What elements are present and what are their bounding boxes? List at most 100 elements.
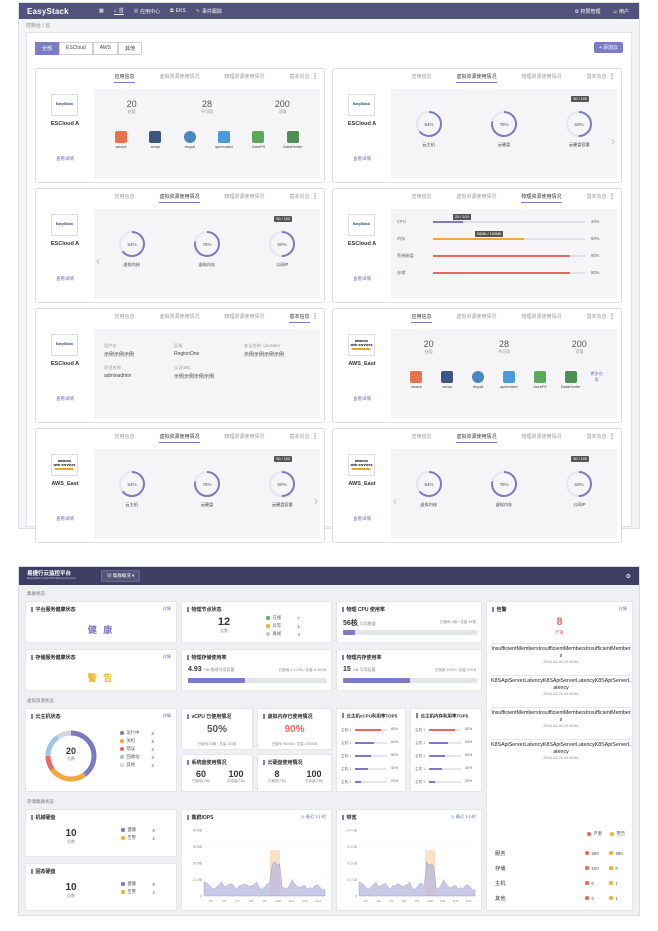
storage-health-status: 警 告 xyxy=(87,673,115,683)
bandwidth-range-select[interactable]: ◷ 最近 1小时 xyxy=(450,814,476,819)
app-item[interactable]: apmmaker xyxy=(212,131,236,149)
more-options-icon[interactable]: ⋮ xyxy=(609,314,615,320)
grid-icon[interactable]: ▦ xyxy=(99,8,104,14)
view-detail-link[interactable]: 查看详情 xyxy=(56,156,74,161)
app-item[interactable]: JuiceFS xyxy=(246,131,270,149)
card-tab[interactable]: 虚拟资源使用情况 xyxy=(456,73,497,83)
more-apps-link[interactable]: 更多应用 xyxy=(590,371,603,382)
card-tab[interactable]: 应用信息 xyxy=(114,73,135,83)
platform-detail-link[interactable]: 详情 xyxy=(162,606,171,611)
cloud-name: AWS_East xyxy=(348,361,376,367)
alarm-detail-link[interactable]: 详情 xyxy=(618,606,627,611)
alarm-item[interactable]: K8SApiServerLatencyK8SApiServerLatencyK8… xyxy=(491,678,631,697)
next-arrow-icon[interactable]: › xyxy=(611,134,615,148)
card-tab[interactable]: 应用信息 xyxy=(411,194,432,200)
card-tab[interactable]: 物理资源使用情况 xyxy=(521,74,562,80)
card-tab[interactable]: 物理资源使用情况 xyxy=(521,314,562,320)
app-item[interactable]: weave xyxy=(404,371,428,389)
app-item[interactable]: serau xyxy=(143,131,167,149)
view-detail-link[interactable]: 查看详情 xyxy=(56,396,74,401)
tab-all[interactable]: 全部 xyxy=(35,42,60,55)
settings-icon[interactable]: ⚙ xyxy=(625,573,631,580)
resource-gauge: 78% 虚拟内存 xyxy=(177,229,237,268)
card-tab[interactable]: 基本信息 xyxy=(289,74,310,80)
alarm-item[interactable]: InsufficientMembersInsufficientMembersIn… xyxy=(491,646,631,665)
card-tab[interactable]: 应用信息 xyxy=(411,313,432,323)
tab-aws[interactable]: AWS xyxy=(92,42,118,55)
cloud-disk-title: 云硬盘使用情况 xyxy=(263,759,303,766)
card-tab[interactable]: 虚拟资源使用情况 xyxy=(456,314,497,320)
app-item[interactable]: JuiceFS xyxy=(528,371,552,389)
physical-memory-title: 物理内存使用率 xyxy=(342,654,382,661)
vcpu-usage-title: vCPU 已使用情况 xyxy=(187,713,232,720)
vm-detail-link[interactable]: 详情 xyxy=(162,713,171,718)
app-item[interactable]: serau xyxy=(435,371,459,389)
card-tab[interactable]: 应用信息 xyxy=(411,74,432,80)
card-tab[interactable]: 基本信息 xyxy=(289,434,310,440)
more-options-icon[interactable]: ⋮ xyxy=(312,74,318,80)
card-tab[interactable]: 物理资源使用情况 xyxy=(224,194,265,200)
card-tab[interactable]: 虚拟资源使用情况 xyxy=(456,194,497,200)
physical-nodes-title: 物理节点状态 xyxy=(187,606,222,613)
card-tab[interactable]: 物理资源使用情况 xyxy=(521,193,562,203)
view-detail-link[interactable]: 查看详情 xyxy=(353,156,371,161)
card-tab[interactable]: 应用信息 xyxy=(114,434,135,440)
nav-home[interactable]: ⌂ 首 xyxy=(113,7,124,15)
app-item[interactable]: DataHunter xyxy=(281,131,305,149)
card-tab[interactable]: 虚拟资源使用情况 xyxy=(159,193,200,203)
card-tab[interactable]: 物理资源使用情况 xyxy=(224,74,265,80)
card-tab[interactable]: 基本信息 xyxy=(586,74,607,80)
view-detail-link[interactable]: 查看详情 xyxy=(353,516,371,521)
card-tab[interactable]: 基本信息 xyxy=(586,314,607,320)
app-item[interactable]: drupal xyxy=(466,371,490,389)
cloud-name: ESCloud A xyxy=(50,241,80,247)
card-tab[interactable]: 基本信息 xyxy=(586,194,607,200)
tab-other[interactable]: 其他 xyxy=(117,42,142,55)
card-tab[interactable]: 物理资源使用情况 xyxy=(224,314,265,320)
card-tab[interactable]: 物理资源使用情况 xyxy=(521,434,562,440)
add-cloud-button[interactable]: + 添加云 xyxy=(593,42,623,53)
card-tab[interactable]: 应用信息 xyxy=(411,434,432,440)
hdd-title: 机械硬盘 xyxy=(31,814,56,821)
more-options-icon[interactable]: ⋮ xyxy=(312,434,318,440)
tab-escloud[interactable]: ESCloud xyxy=(59,42,93,55)
view-detail-link[interactable]: 查看详情 xyxy=(56,516,74,521)
card-tab[interactable]: 基本信息 xyxy=(289,194,310,200)
more-options-icon[interactable]: ⋮ xyxy=(609,194,615,200)
nav-app-center[interactable]: ◎ 应用中心 xyxy=(133,8,161,15)
storage-detail-link[interactable]: 详情 xyxy=(162,654,171,659)
cluster-select[interactable]: ▦ 集群概况 ▾ xyxy=(101,570,141,582)
iops-range-select[interactable]: ◷ 最近 1小时 xyxy=(300,814,326,819)
card-tab[interactable]: 虚拟资源使用情况 xyxy=(159,74,200,80)
app-item[interactable]: apmmaker xyxy=(497,371,521,389)
card-tab[interactable]: 基本信息 xyxy=(586,434,607,440)
nav-event-tracking[interactable]: ∿ 事件跟踪 xyxy=(195,8,222,15)
user-menu[interactable]: ☺ 用户 xyxy=(612,8,629,15)
card-tab[interactable]: 应用信息 xyxy=(114,314,135,320)
alarm-item[interactable]: InsufficientMembersInsufficientMembersIn… xyxy=(491,710,631,729)
app-item[interactable]: weave xyxy=(109,131,133,149)
alarm-item[interactable]: K8SApiServerLatencyK8SApiServerLatencyK8… xyxy=(491,742,631,761)
more-options-icon[interactable]: ⋮ xyxy=(312,194,318,200)
more-options-icon[interactable]: ⋮ xyxy=(609,434,615,440)
permission-menu[interactable]: ⚙ 权限管理 xyxy=(574,8,601,15)
card-tab[interactable]: 虚拟资源使用情况 xyxy=(456,433,497,443)
card-tab[interactable]: 虚拟资源使用情况 xyxy=(159,314,200,320)
prev-arrow-icon[interactable]: ‹ xyxy=(96,254,100,268)
view-detail-link[interactable]: 查看详情 xyxy=(56,276,74,281)
next-arrow-icon[interactable]: › xyxy=(314,494,318,508)
gauge-ring: 50% xyxy=(269,471,296,497)
more-options-icon[interactable]: ⋮ xyxy=(609,74,615,80)
view-detail-link[interactable]: 查看详情 xyxy=(353,276,371,281)
card-tab[interactable]: 物理资源使用情况 xyxy=(224,434,265,440)
more-options-icon[interactable]: ⋮ xyxy=(312,314,318,320)
app-item[interactable]: DataHunter xyxy=(559,371,583,389)
card-tab[interactable]: 基本信息 xyxy=(289,313,310,323)
card-tab[interactable]: 应用信息 xyxy=(114,194,135,200)
nav-eks[interactable]: ⧉ EKS xyxy=(170,8,186,14)
section-cluster-status: 集群状态 xyxy=(27,591,45,596)
card-tab[interactable]: 虚拟资源使用情况 xyxy=(159,433,200,443)
prev-arrow-icon[interactable]: ‹ xyxy=(393,494,397,508)
app-item[interactable]: drupal xyxy=(178,131,202,149)
view-detail-link[interactable]: 查看详情 xyxy=(353,396,371,401)
